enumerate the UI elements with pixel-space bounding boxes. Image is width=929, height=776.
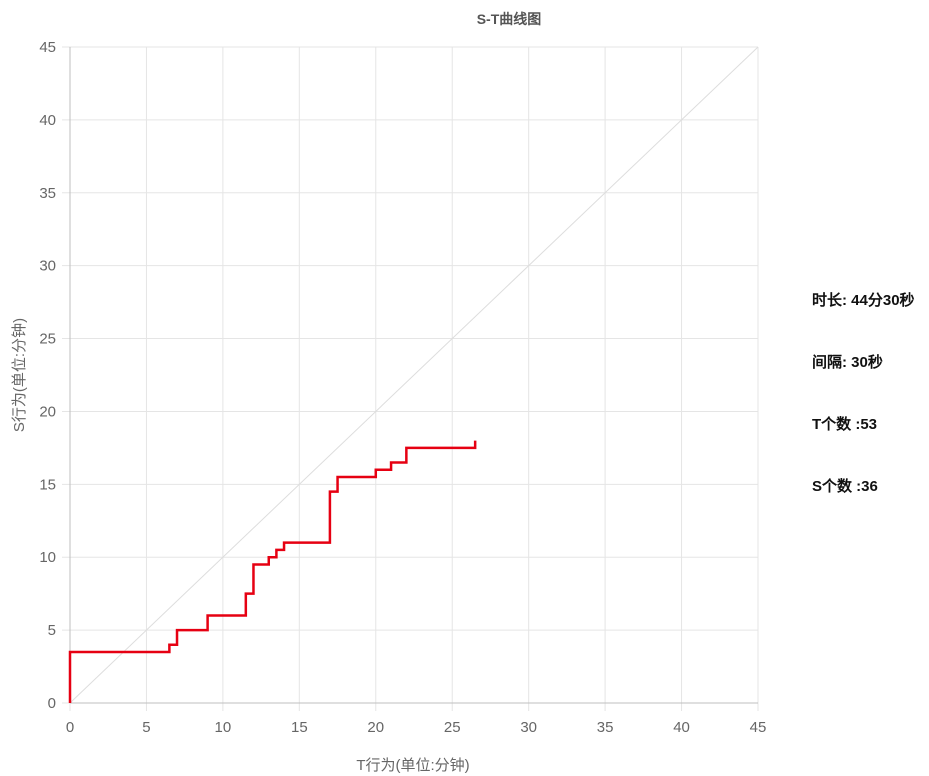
stats-panel: 时长: 44分30秒 间隔: 30秒 T个数 :53 S个数 :36 [812, 290, 915, 538]
t-count-stat: T个数 :53 [812, 416, 878, 433]
x-tick-label: 45 [750, 719, 767, 736]
x-tick-label: 40 [673, 719, 690, 736]
y-tick-label: 45 [39, 39, 56, 56]
x-tick-label: 5 [142, 719, 150, 736]
tick-labels: 0 5 10 15 20 25 30 35 40 45 0 5 10 15 20 25 30 35 40 45 [39, 39, 766, 736]
y-tick-label: 40 [39, 112, 56, 129]
y-axis-title: S行为(单位:分钟) [11, 318, 28, 432]
y-tick-label: 35 [39, 185, 56, 202]
y-tick-label: 25 [39, 331, 56, 348]
reference-diagonal-line [69, 46, 759, 704]
x-axis-title: T行为(单位:分钟) [356, 757, 469, 774]
x-tick-label: 30 [520, 719, 537, 736]
y-tick-label: 30 [39, 258, 56, 275]
interval-stat: 间隔: 30秒 [812, 354, 883, 371]
x-tick-label: 35 [597, 719, 614, 736]
x-tick-label: 25 [444, 719, 461, 736]
y-tick-label: 0 [48, 695, 56, 712]
x-tick-label: 0 [66, 719, 74, 736]
duration-stat: 时长: 44分30秒 [812, 292, 915, 309]
y-tick-label: 10 [39, 549, 56, 566]
st-step-line [68, 440, 477, 703]
x-tick-label: 20 [367, 719, 384, 736]
s-count-stat: S个数 :36 [812, 478, 878, 495]
axes [69, 47, 758, 704]
series [68, 46, 759, 704]
x-tick-label: 10 [215, 719, 232, 736]
chart-title: S-T曲线图 [477, 11, 542, 27]
y-tick-label: 15 [39, 476, 56, 493]
y-tick-label: 5 [48, 622, 56, 639]
y-tick-label: 20 [39, 403, 56, 420]
x-tick-label: 15 [291, 719, 308, 736]
